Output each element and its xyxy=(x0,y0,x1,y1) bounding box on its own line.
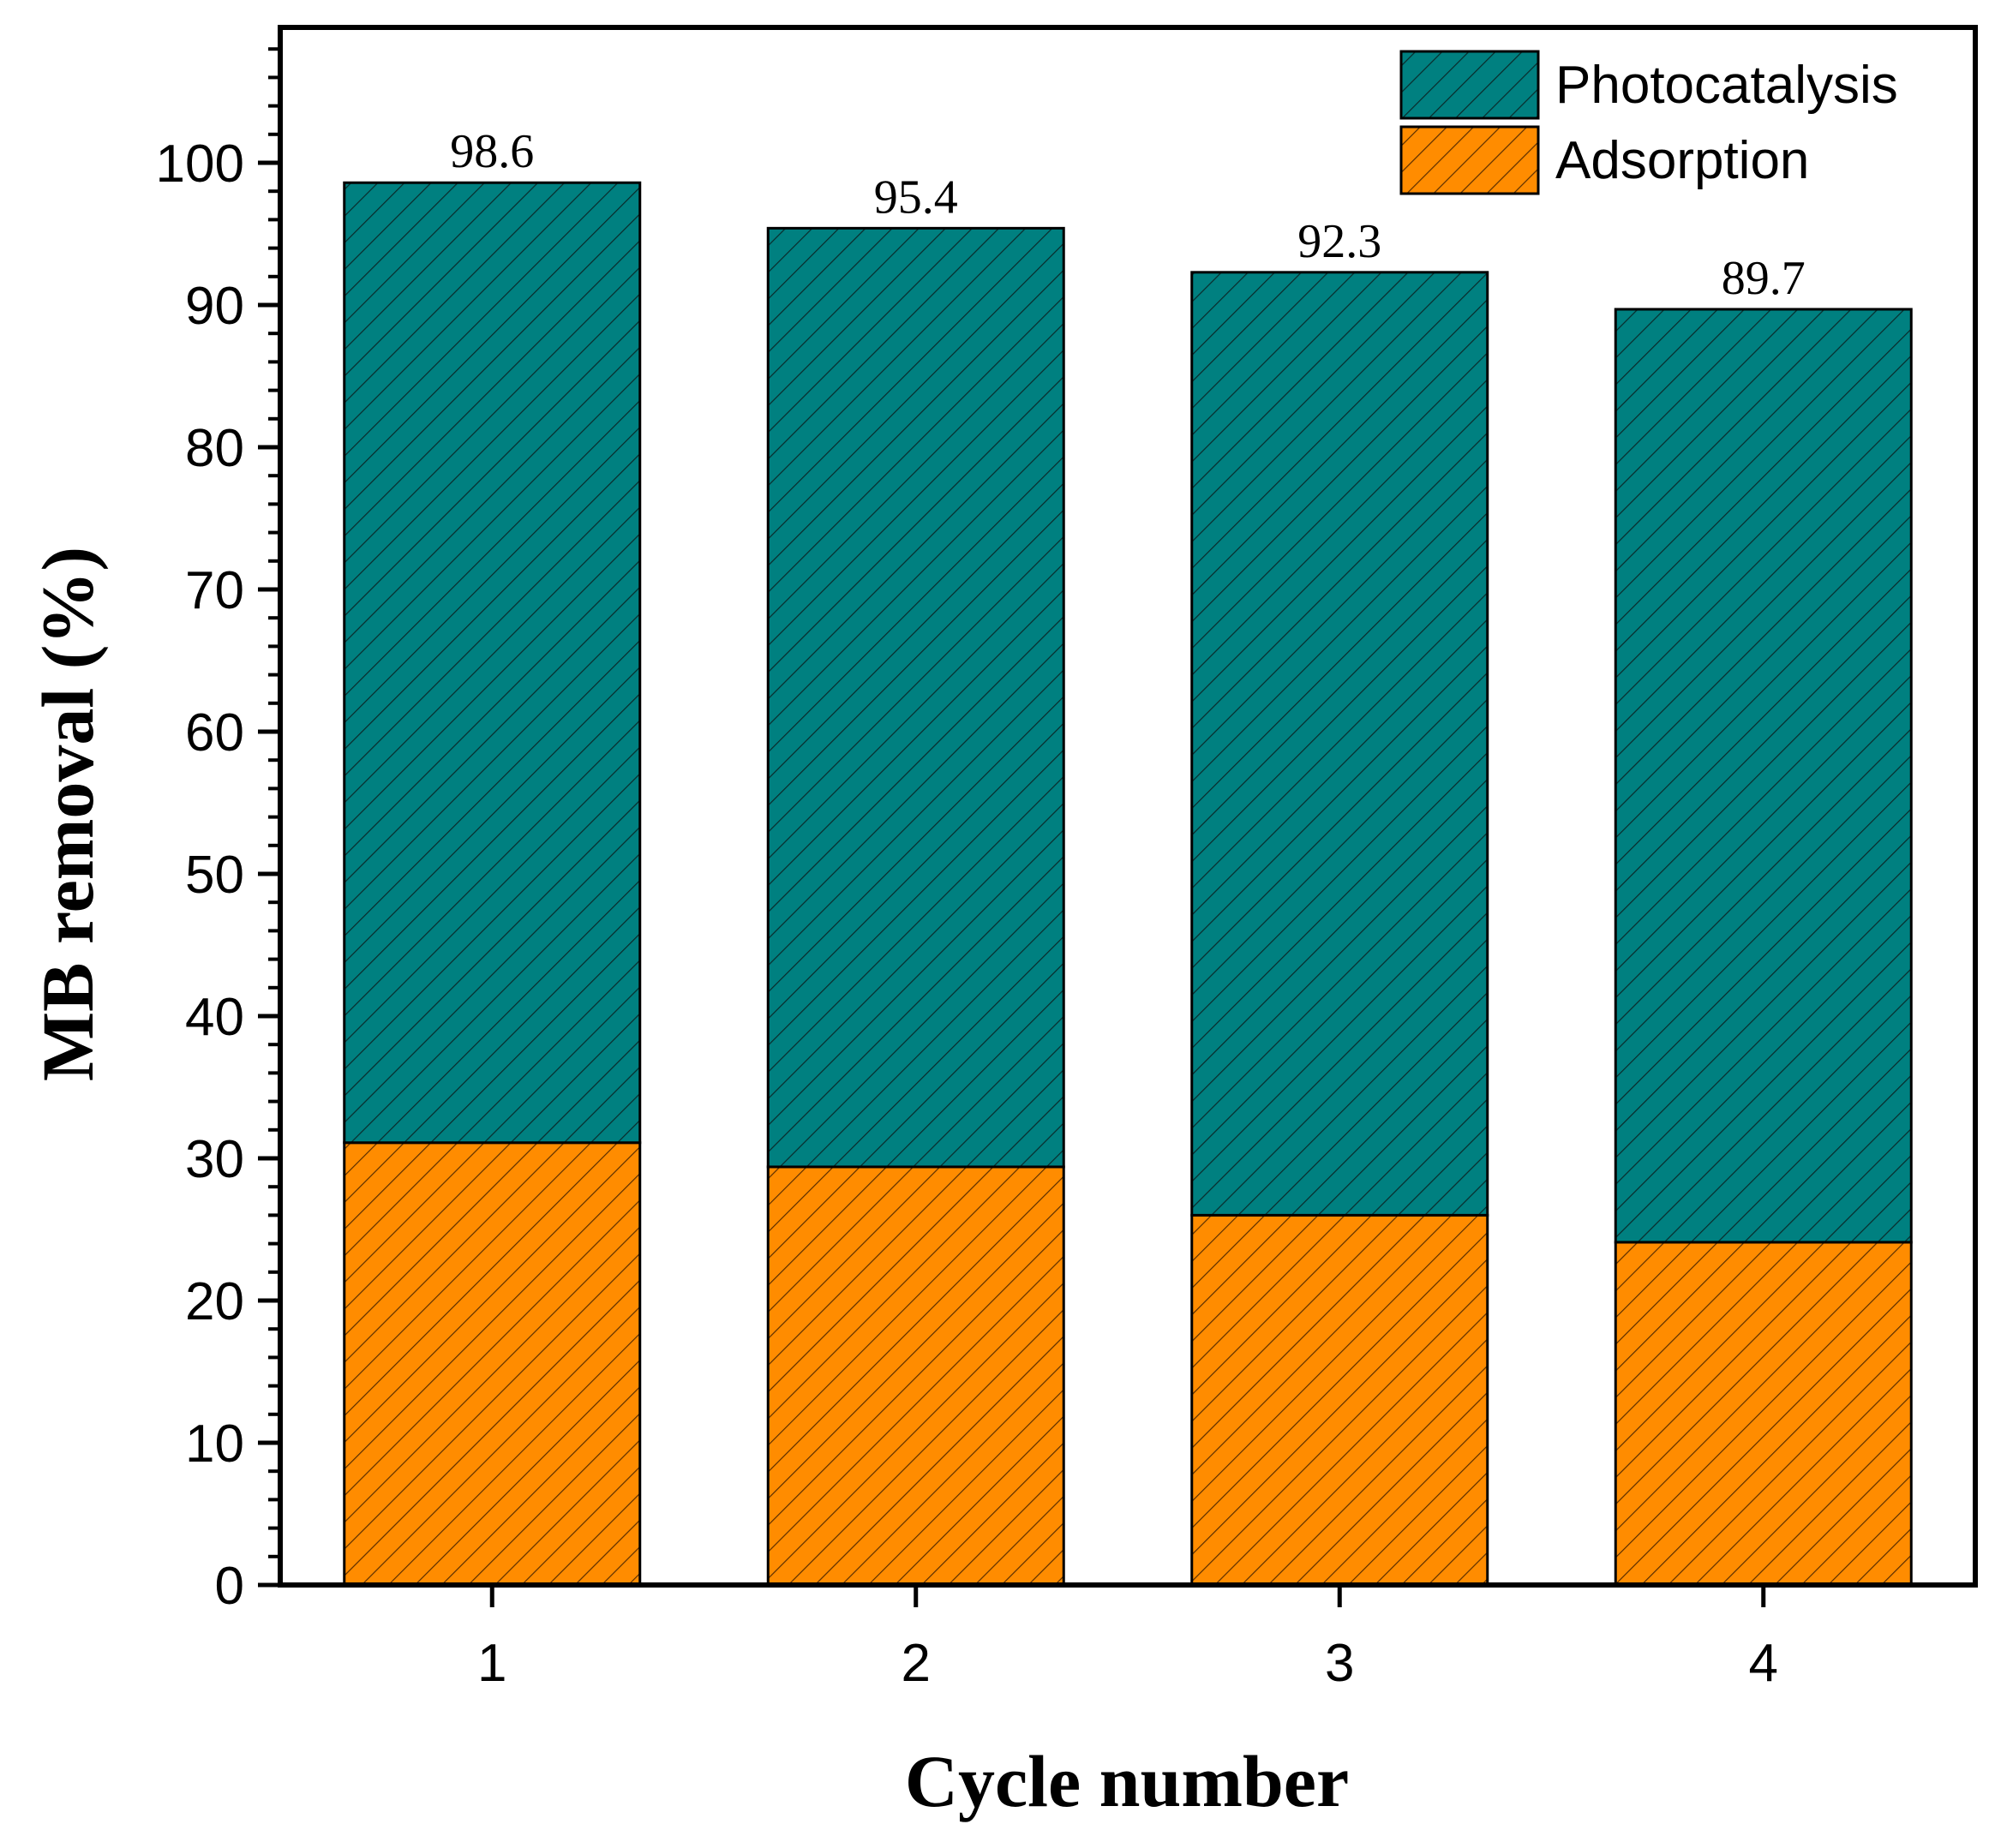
bar-photocatalysis-cycle-2 xyxy=(766,226,1065,1169)
legend: Photocatalysis Adsorption xyxy=(1399,50,1898,195)
y-tick-label-20: 20 xyxy=(185,1272,244,1331)
bar-adsorption-cycle-2 xyxy=(766,1165,1065,1587)
total-label-cycle-4: 89.7 xyxy=(1722,252,1806,305)
bar-adsorption-cycle-4 xyxy=(1614,1241,1913,1587)
x-tick-label-1: 1 xyxy=(477,1634,506,1693)
x-ticks-layer: 1 2 3 4 xyxy=(477,1585,1778,1693)
x-tick-label-4: 4 xyxy=(1749,1634,1778,1693)
x-axis-title: Cycle number xyxy=(905,1740,1349,1822)
y-axis-title: MB removal (%) xyxy=(27,547,109,1081)
y-tick-label-30: 30 xyxy=(185,1130,244,1189)
bar-photocatalysis-cycle-4 xyxy=(1614,308,1913,1244)
y-tick-label-50: 50 xyxy=(185,846,244,905)
x-tick-label-3: 3 xyxy=(1325,1634,1354,1693)
bar-adsorption-cycle-3 xyxy=(1190,1213,1489,1587)
legend-label-adsorption: Adsorption xyxy=(1555,131,1809,190)
data-labels-layer: 98.6 95.4 92.3 89.7 xyxy=(450,125,1806,305)
y-tick-label-40: 40 xyxy=(185,988,244,1047)
y-ticks-layer: 0 10 20 30 40 50 60 70 80 90 100 xyxy=(156,47,280,1616)
total-label-cycle-2: 95.4 xyxy=(874,170,958,224)
y-tick-label-70: 70 xyxy=(185,561,244,620)
legend-swatch-adsorption xyxy=(1399,125,1540,195)
plot-frame xyxy=(278,25,1978,1588)
y-tick-label-100: 100 xyxy=(156,135,244,194)
x-tick-label-2: 2 xyxy=(902,1634,931,1693)
legend-swatch-photocatalysis xyxy=(1399,50,1540,120)
total-label-cycle-1: 98.6 xyxy=(450,125,534,178)
bar-photocatalysis-cycle-3 xyxy=(1190,271,1489,1217)
bar-adsorption-cycle-1 xyxy=(343,1141,642,1587)
y-tick-label-10: 10 xyxy=(185,1414,244,1474)
bar-photocatalysis-cycle-1 xyxy=(343,181,642,1145)
y-tick-label-60: 60 xyxy=(185,703,244,763)
y-tick-label-0: 0 xyxy=(215,1557,244,1616)
y-tick-label-80: 80 xyxy=(185,419,244,478)
bars-layer xyxy=(343,181,1913,1587)
y-tick-label-90: 90 xyxy=(185,277,244,336)
legend-label-photocatalysis: Photocatalysis xyxy=(1555,56,1898,115)
total-label-cycle-3: 92.3 xyxy=(1297,215,1381,268)
